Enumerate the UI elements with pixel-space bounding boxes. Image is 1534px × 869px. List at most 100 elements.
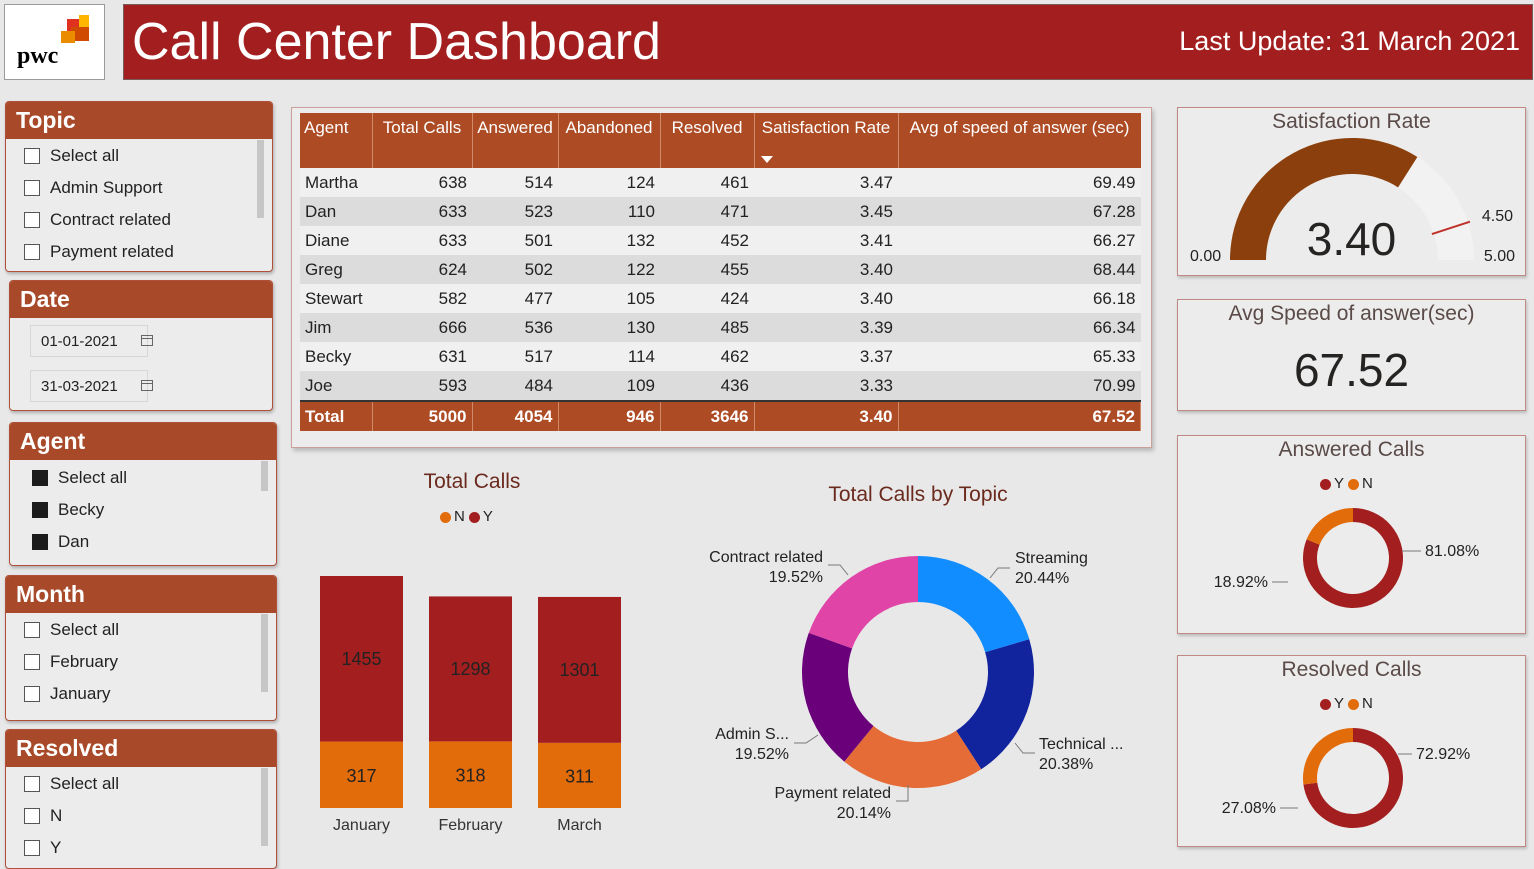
date-slicer-title: Date <box>10 281 272 318</box>
agent-option-select-all[interactable]: Select all <box>32 468 127 488</box>
legend-item-y[interactable]: Y <box>468 508 493 525</box>
col-header-satisfaction-rate[interactable]: Satisfaction Rate <box>754 113 899 168</box>
start-date-input[interactable]: 01-01-2021 <box>30 325 153 357</box>
col-header-resolved[interactable]: Resolved <box>660 113 755 168</box>
table-row[interactable]: Joe 593 484 109 436 3.33 70.99 <box>300 371 1141 401</box>
col-header-abandoned[interactable]: Abandoned <box>558 113 661 168</box>
table-row[interactable]: Greg 624 502 122 455 3.40 68.44 <box>300 255 1141 284</box>
checkbox-icon[interactable] <box>24 686 40 702</box>
checkbox-icon[interactable] <box>24 180 40 196</box>
checkbox-icon[interactable] <box>24 654 40 670</box>
agent-slicer: Agent Select all Becky Dan <box>9 422 277 566</box>
resolved-option-y[interactable]: Y <box>24 838 61 858</box>
col-header-answered[interactable]: Answered <box>472 113 559 168</box>
table-cell: 132 <box>558 226 660 255</box>
resolved-slicer: Resolved Select all N Y <box>5 729 277 869</box>
table-cell: 68.44 <box>898 255 1141 284</box>
table-cell: 3.45 <box>754 197 898 226</box>
topic-option-payment-related[interactable]: Payment related <box>24 242 174 262</box>
month-scrollbar[interactable] <box>261 614 268 692</box>
topic-scrollbar[interactable] <box>257 140 264 218</box>
resolved-option-n[interactable]: N <box>24 806 62 826</box>
table-cell: 3.40 <box>754 255 898 284</box>
table-cell: 3.47 <box>754 168 898 197</box>
legend-label: N <box>1362 475 1373 492</box>
agent-table-card: Agent Total Calls Answered Abandoned Res… <box>291 107 1152 448</box>
col-header-total-calls[interactable]: Total Calls <box>372 113 473 168</box>
checkbox-checked-icon[interactable] <box>32 502 48 518</box>
col-header-agent[interactable]: Agent <box>300 113 373 168</box>
table-cell: 633 <box>372 226 472 255</box>
total-cell: Total <box>300 400 373 431</box>
legend-dot-icon <box>1348 478 1360 490</box>
end-date-value: 31-03-2021 <box>41 378 118 395</box>
month-option-february[interactable]: February <box>24 652 118 672</box>
sort-descending-icon[interactable] <box>760 156 773 163</box>
checkbox-icon[interactable] <box>24 244 40 260</box>
legend-item-n[interactable]: N <box>440 508 465 525</box>
table-cell: 66.18 <box>898 284 1141 313</box>
table-cell: 593 <box>372 371 472 401</box>
table-row[interactable]: Jim 666 536 130 485 3.39 66.34 <box>300 313 1141 342</box>
satisfaction-rate-card: Satisfaction Rate 3.40 0.00 5.00 4.50 <box>1177 107 1526 276</box>
checkbox-icon[interactable] <box>24 808 40 824</box>
checkbox-checked-icon[interactable] <box>32 470 48 486</box>
table-cell: 501 <box>472 226 558 255</box>
table-cell: 471 <box>660 197 754 226</box>
total-cell: 5000 <box>372 400 473 431</box>
month-option-select-all[interactable]: Select all <box>24 620 119 640</box>
gauge-max-label: 5.00 <box>1483 248 1515 265</box>
topic-option-contract-related[interactable]: Contract related <box>24 210 171 230</box>
agent-option-dan[interactable]: Dan <box>32 532 89 552</box>
option-label: Select all <box>50 146 119 165</box>
option-label: Select all <box>58 468 127 487</box>
end-date-input[interactable]: 31-03-2021 <box>30 370 153 402</box>
total-calls-bar-chart: 1455 317 January 1298 318 February 1301 311 Marc… <box>320 576 621 834</box>
table-cell: 514 <box>472 168 558 197</box>
gauge-min-label: 0.00 <box>1190 248 1222 265</box>
checkbox-icon[interactable] <box>24 776 40 792</box>
topic-option-admin-support[interactable]: Admin Support <box>24 178 162 198</box>
slice-percent-label: 19.52% <box>769 569 823 586</box>
leader-line <box>989 567 1010 579</box>
slice-category-label: Payment related <box>774 785 891 802</box>
total-cell: 4054 <box>472 400 559 431</box>
checkbox-icon[interactable] <box>24 622 40 638</box>
calendar-icon[interactable] <box>141 335 153 346</box>
table-row[interactable]: Martha 638 514 124 461 3.47 69.49 <box>300 168 1141 197</box>
slice-category-label: Technical ... <box>1039 736 1123 753</box>
checkbox-checked-icon[interactable] <box>32 534 48 550</box>
table-row[interactable]: Becky 631 517 114 462 3.37 65.33 <box>300 342 1141 371</box>
table-row[interactable]: Diane 633 501 132 452 3.41 66.27 <box>300 226 1141 255</box>
resolved-option-select-all[interactable]: Select all <box>24 774 119 794</box>
x-tick-label: January <box>333 817 390 834</box>
month-option-january[interactable]: January <box>24 684 110 704</box>
checkbox-icon[interactable] <box>24 148 40 164</box>
satisfaction-rate-title: Satisfaction Rate <box>1272 110 1431 133</box>
calendar-icon[interactable] <box>141 380 153 391</box>
resolved-scrollbar[interactable] <box>261 768 268 846</box>
legend-item-y[interactable]: Y <box>1320 695 1344 712</box>
legend-item-n[interactable]: N <box>1348 695 1373 712</box>
calls-by-topic-donut: Streaming 20.44% Technical ... 20.38% Paymen… <box>709 549 1123 822</box>
answered-calls-donut: 81.08% 18.92% <box>1214 508 1479 608</box>
legend-item-n[interactable]: N <box>1348 475 1373 492</box>
satisfaction-value: 3.40 <box>1306 213 1397 265</box>
table-row[interactable]: Dan 633 523 110 471 3.45 67.28 <box>300 197 1141 226</box>
table-cell: Dan <box>300 197 372 226</box>
legend-item-y[interactable]: Y <box>1320 475 1344 492</box>
agent-option-becky[interactable]: Becky <box>32 500 104 520</box>
gauge-target-marker <box>1431 220 1471 235</box>
bar-y-data-label: 1301 <box>559 660 599 680</box>
table-row[interactable]: Stewart 582 477 105 424 3.40 66.18 <box>300 284 1141 313</box>
checkbox-icon[interactable] <box>24 212 40 228</box>
agent-scrollbar[interactable] <box>261 461 268 491</box>
col-header-avg-speed[interactable]: Avg of speed of answer (sec) <box>898 113 1141 168</box>
table-cell: 477 <box>472 284 558 313</box>
pwc-logo: pwc <box>4 4 105 80</box>
table-cell: 70.99 <box>898 371 1141 401</box>
table-cell: 485 <box>660 313 754 342</box>
checkbox-icon[interactable] <box>24 840 40 856</box>
slice-category-label: Contract related <box>709 549 823 566</box>
topic-option-select-all[interactable]: Select all <box>24 146 119 166</box>
